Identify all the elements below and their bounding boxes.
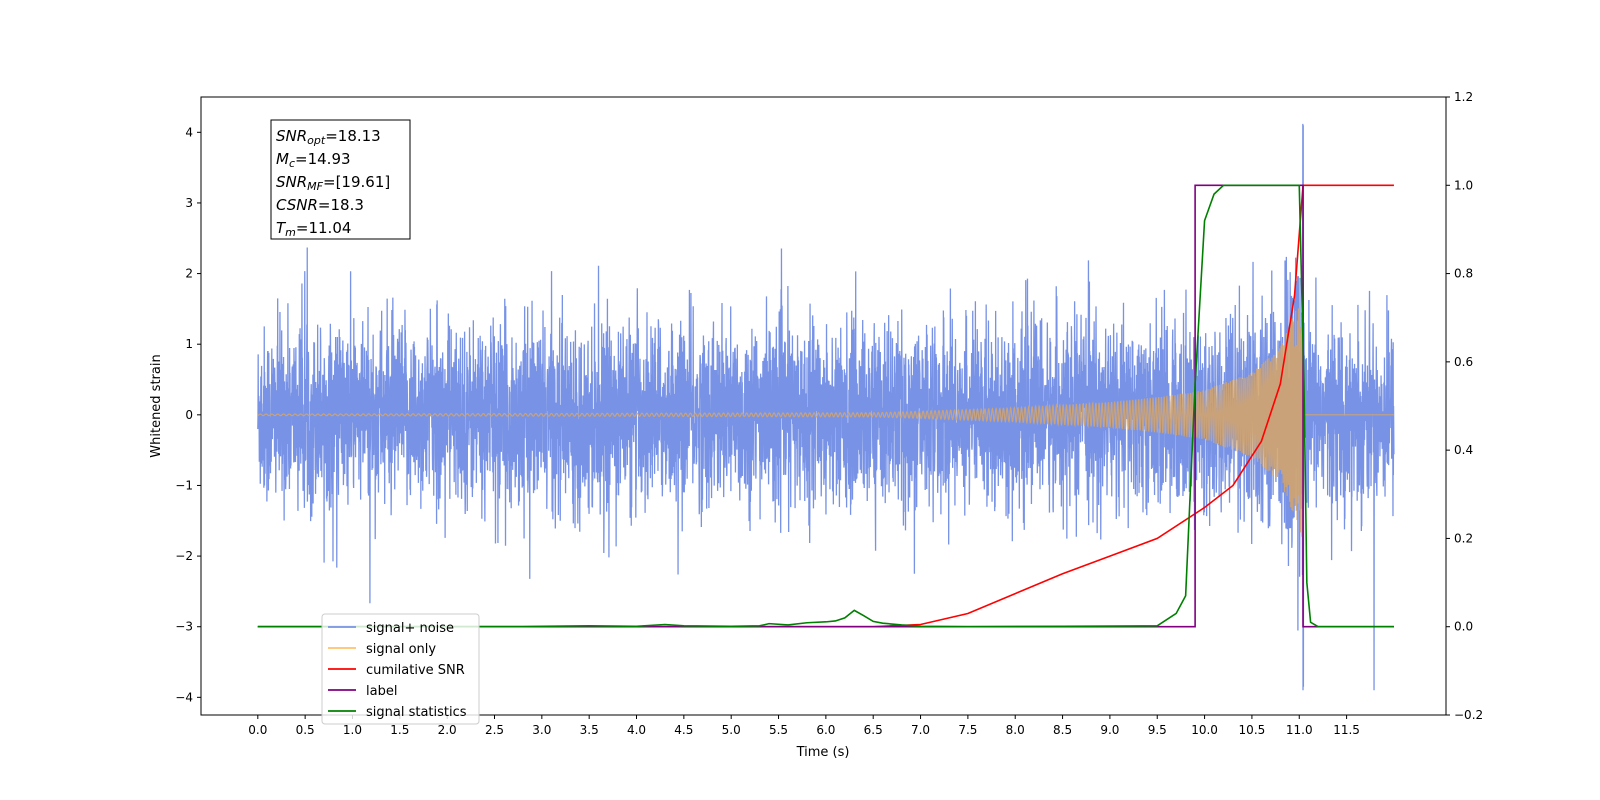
y-tick-label: 0	[185, 408, 193, 422]
legend-entry: signal statistics	[366, 705, 467, 720]
x-tick-label: 0.0	[248, 723, 267, 737]
plot-frame	[200, 96, 1447, 716]
legend: signal+ noise signal only cumilative SNR la…	[321, 613, 480, 725]
y-tick-label: −1	[175, 478, 193, 492]
annotation-line: CSNR=18.3	[276, 196, 364, 214]
y-tick-label: 1	[185, 337, 193, 351]
x-tick-label: 10.0	[1191, 723, 1218, 737]
x-tick-label: 2.0	[438, 723, 457, 737]
annotation-line: SNRopt=18.13	[276, 127, 381, 147]
x-tick-label: 5.0	[722, 723, 741, 737]
x-tick-label: 9.0	[1100, 723, 1119, 737]
annotation-box: SNRopt=18.13 Mc=14.93 SNRMF=[19.61] CSNR=18…	[270, 119, 411, 240]
x-tick-label: 1.5	[390, 723, 409, 737]
annotation-line: SNRMF=[19.61]	[276, 173, 390, 193]
x-tick-label: 6.5	[864, 723, 883, 737]
x-tick-label: 4.5	[674, 723, 693, 737]
x-tick-label: 6.0	[816, 723, 835, 737]
x-tick-label: 8.0	[1006, 723, 1025, 737]
annotation-box-frame	[270, 119, 411, 240]
y-axis-ticks: −4 −3 −2 −1 0 1 2 3 4	[175, 125, 201, 704]
right-y-tick-label: 0.6	[1454, 355, 1473, 369]
x-tick-label: 10.5	[1239, 723, 1266, 737]
x-tick-label: 11.5	[1333, 723, 1360, 737]
x-tick-label: 3.5	[580, 723, 599, 737]
right-y-tick-label: −0.2	[1454, 708, 1483, 722]
x-tick-label: 11.0	[1286, 723, 1313, 737]
y-tick-label: 4	[185, 125, 193, 139]
x-tick-label: 7.0	[911, 723, 930, 737]
legend-entry: signal+ noise	[366, 621, 454, 636]
x-axis-label: Time (s)	[796, 745, 850, 760]
right-y-axis-ticks: −0.2 0.0 0.2 0.4 0.6 0.8 1.0 1.2	[1446, 90, 1483, 722]
right-y-tick-label: 0.0	[1454, 620, 1473, 634]
right-y-tick-label: 0.8	[1454, 267, 1473, 281]
y-tick-label: 2	[185, 267, 193, 281]
right-y-tick-label: 0.2	[1454, 531, 1473, 545]
x-tick-label: 4.0	[627, 723, 646, 737]
x-tick-label: 7.5	[958, 723, 977, 737]
annotation-line: Mc=14.93	[276, 150, 351, 170]
x-tick-label: 0.5	[296, 723, 315, 737]
x-tick-label: 9.5	[1148, 723, 1167, 737]
annotation-line: Tm=11.04	[276, 219, 351, 239]
series-cumilative-snr	[257, 184, 1394, 628]
x-tick-label: 2.5	[485, 723, 504, 737]
legend-entry: signal only	[366, 642, 436, 657]
x-tick-label: 3.0	[532, 723, 551, 737]
x-axis-ticks: 0.0 0.5 1.0 1.5 2.0 2.5 3.0 3.5 4.0 4.5 5.0 5.5 6.0 6…	[248, 715, 1360, 737]
y-tick-label: −2	[175, 549, 193, 563]
series-signal-statistics	[257, 184, 1394, 628]
x-tick-label: 8.5	[1053, 723, 1072, 737]
y-tick-label: 3	[185, 196, 193, 210]
y-tick-label: −3	[175, 620, 193, 634]
right-y-tick-label: 1.0	[1454, 178, 1473, 192]
right-y-tick-label: 1.2	[1454, 90, 1473, 104]
y-axis-label: Whitened strain	[149, 354, 164, 457]
legend-frame	[321, 613, 480, 725]
legend-entry: label	[366, 684, 397, 699]
right-y-tick-label: 0.4	[1454, 443, 1473, 457]
legend-entry: cumilative SNR	[366, 663, 465, 678]
y-tick-label: −4	[175, 690, 193, 704]
x-tick-label: 1.0	[343, 723, 362, 737]
series-layer	[257, 123, 1395, 691]
series-signal-only	[257, 294, 1394, 537]
x-tick-label: 5.5	[769, 723, 788, 737]
series-label	[257, 184, 1394, 628]
